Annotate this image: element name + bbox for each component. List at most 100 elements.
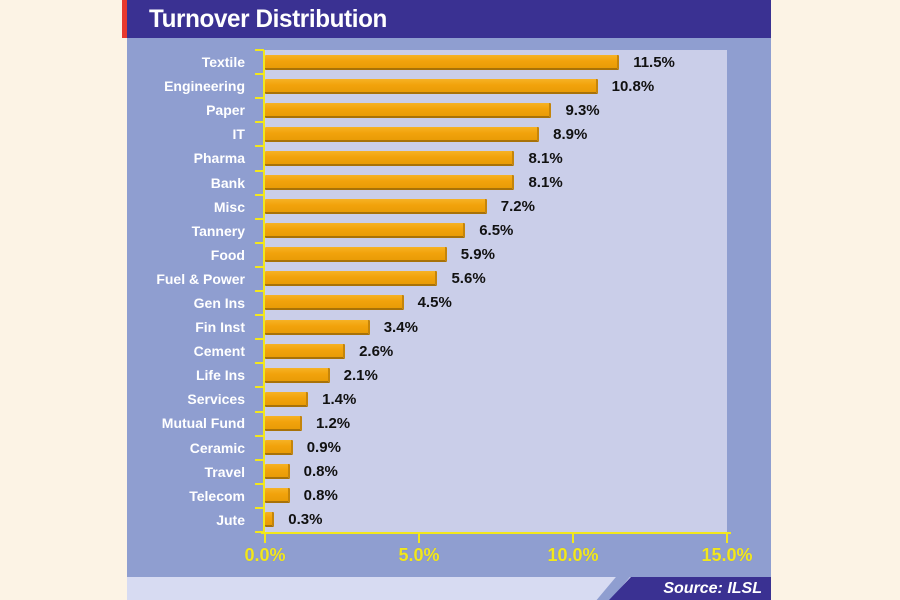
y-axis-tick [255,73,264,75]
bar-track: 5.9% [265,243,727,267]
value-label: 1.4% [322,391,356,408]
category-label: Ceramic [127,440,265,456]
y-axis-tick [255,290,264,292]
bar [265,488,290,503]
value-label: 5.6% [451,270,485,287]
y-axis-tick [255,338,264,340]
bar-rows: Textile11.5%Engineering10.8%Paper9.3%IT8… [127,50,727,532]
x-axis-tick [418,532,420,543]
bar-track: 4.5% [265,291,727,315]
bar [265,247,447,262]
bar [265,512,274,527]
category-label: Cement [127,343,265,359]
category-label: IT [127,126,265,142]
value-label: 3.4% [384,319,418,336]
bar-track: 8.1% [265,170,727,194]
y-axis-tick [255,483,264,485]
category-label: Engineering [127,78,265,94]
bar-track: 8.1% [265,146,727,170]
value-label: 8.1% [528,150,562,167]
value-label: 6.5% [479,222,513,239]
bar [265,175,514,190]
source-label: Source: ILSL [663,580,762,598]
bar-track: 0.3% [265,508,727,532]
value-label: 9.3% [565,102,599,119]
bar-track: 11.5% [265,50,727,74]
bar-row: Engineering 10.8% [127,74,727,98]
y-axis-tick [255,145,264,147]
title-bar: Turnover Distribution [127,0,771,38]
bar-track: 6.5% [265,219,727,243]
y-axis-tick [255,170,264,172]
bar-row: Mutual Fund1.2% [127,411,727,435]
y-axis-tick [255,459,264,461]
category-label: Misc [127,199,265,215]
chart-body: Textile11.5%Engineering10.8%Paper9.3%IT8… [127,38,771,577]
x-axis-tick [264,532,266,543]
category-label: Mutual Fund [127,415,265,431]
value-label: 5.9% [461,246,495,263]
category-label: Life Ins [127,367,265,383]
value-label: 2.1% [344,367,378,384]
bar-track: 2.1% [265,363,727,387]
category-label: Gen Ins [127,295,265,311]
bar-row: Bank8.1% [127,170,727,194]
bar-row: Fuel & Power5.6% [127,267,727,291]
bar-row: Food5.9% [127,243,727,267]
bar-row: Textile11.5% [127,50,727,74]
y-axis-tick [255,411,264,413]
bar-row: Life Ins 2.1% [127,363,727,387]
bar-track: 3.4% [265,315,727,339]
value-label: 0.8% [304,463,338,480]
value-label: 0.3% [288,511,322,528]
bar-track: 0.9% [265,436,727,460]
y-axis-tick [255,194,264,196]
bar-track: 8.9% [265,122,727,146]
y-axis-tick [255,362,264,364]
category-label: Tannery [127,223,265,239]
bar-track: 5.6% [265,267,727,291]
x-axis-line [261,532,731,534]
bottom-band: Source: ILSL [127,577,771,600]
y-axis-tick [255,49,264,51]
bar-row: Cement2.6% [127,339,727,363]
y-axis-tick [255,435,264,437]
bar-track: 9.3% [265,98,727,122]
category-label: Travel [127,464,265,480]
bar [265,440,293,455]
y-axis-tick [255,121,264,123]
bar [265,271,437,286]
bar [265,55,619,70]
value-label: 8.9% [553,126,587,143]
category-label: Fin Inst [127,319,265,335]
red-accent-stripe [122,0,127,38]
x-tick-label: 5.0% [398,545,439,566]
bar [265,103,551,118]
y-axis-tick [255,531,264,533]
bar-row: Paper9.3% [127,98,727,122]
y-axis-tick [255,507,264,509]
bar-track: 7.2% [265,195,727,219]
bar [265,344,345,359]
y-axis-tick [255,314,264,316]
bar-row: Services1.4% [127,387,727,411]
y-axis-tick [255,218,264,220]
category-label: Bank [127,175,265,191]
bar [265,368,330,383]
bar-row: Travel 0.8% [127,460,727,484]
value-label: 10.8% [612,78,655,95]
x-axis-tick [726,532,728,543]
source-banner: Source: ILSL [609,577,771,600]
x-tick-label: 15.0% [701,545,752,566]
bar [265,127,539,142]
value-label: 0.9% [307,439,341,456]
y-axis-tick [255,386,264,388]
x-axis-tick [572,532,574,543]
value-label: 7.2% [501,198,535,215]
bar [265,416,302,431]
bar-row: Telecom0.8% [127,484,727,508]
category-label: Pharma [127,150,265,166]
page-background: { "title": "Turnover Distribution", "sou… [0,0,900,600]
y-axis-tick [255,242,264,244]
category-label: Textile [127,54,265,70]
